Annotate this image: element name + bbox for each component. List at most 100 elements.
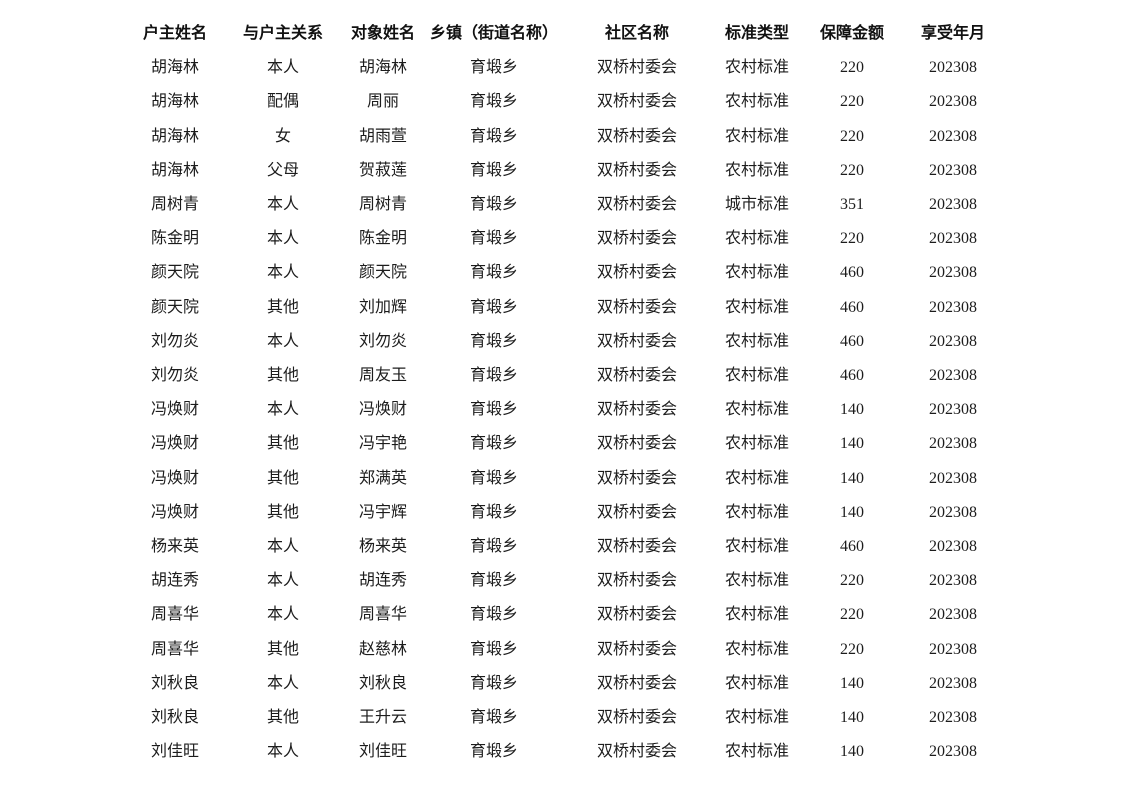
table-row: 冯焕财 其他 郑满英 育塅乡 双桥村委会 农村标准 140 202308 [120,462,1000,496]
cell-township-street-name: 育塅乡 [470,298,519,316]
cell-subject-name: 胡连秀 [358,572,407,590]
cell-benefit-month: 202308 [929,127,978,145]
cell-relation-to-head: 本人 [266,401,299,419]
cell-community-name: 双桥村委会 [597,298,678,316]
cell-township-street-name: 育塅乡 [470,196,519,214]
cell-benefit-amount: 460 [840,538,865,556]
cell-standard-type: 农村标准 [725,640,790,658]
cell-community-name: 双桥村委会 [597,606,678,624]
cell-household-head-name: 颜天院 [150,298,199,316]
cell-community-name: 双桥村委会 [597,59,678,77]
cell-benefit-month: 202308 [929,469,978,487]
cell-benefit-month: 202308 [929,709,978,727]
cell-benefit-month: 202308 [929,230,978,248]
cell-community-name: 双桥村委会 [597,640,678,658]
cell-standard-type: 农村标准 [725,93,790,111]
cell-relation-to-head: 父母 [266,161,299,179]
cell-benefit-month: 202308 [929,503,978,521]
cell-benefit-amount: 220 [840,230,865,248]
cell-standard-type: 农村标准 [725,435,790,453]
cell-community-name: 双桥村委会 [597,230,678,248]
table-row: 冯焕财 其他 冯宇艳 育塅乡 双桥村委会 农村标准 140 202308 [120,427,1000,461]
cell-community-name: 双桥村委会 [597,264,678,282]
cell-standard-type: 农村标准 [725,59,790,77]
cell-relation-to-head: 本人 [266,196,299,214]
cell-benefit-month: 202308 [929,298,978,316]
table-row: 冯焕财 本人 冯焕财 育塅乡 双桥村委会 农村标准 140 202308 [120,393,1000,427]
cell-benefit-month: 202308 [929,161,978,179]
cell-household-head-name: 杨来英 [150,538,199,556]
cell-benefit-amount: 140 [840,469,865,487]
cell-benefit-amount: 140 [840,401,865,419]
cell-subject-name: 颜天院 [358,264,407,282]
cell-standard-type: 农村标准 [725,367,790,385]
cell-household-head-name: 刘勿炎 [150,332,199,350]
cell-relation-to-head: 本人 [266,743,299,761]
cell-subject-name: 贺菽莲 [358,161,407,179]
cell-township-street-name: 育塅乡 [470,401,519,419]
cell-household-head-name: 周喜华 [150,640,199,658]
table-row: 颜天院 本人 颜天院 育塅乡 双桥村委会 农村标准 460 202308 [120,256,1000,290]
cell-community-name: 双桥村委会 [597,332,678,350]
cell-township-street-name: 育塅乡 [470,538,519,556]
cell-relation-to-head: 其他 [266,640,299,658]
cell-benefit-amount: 460 [840,367,865,385]
cell-township-street-name: 育塅乡 [470,435,519,453]
table-row: 胡海林 配偶 周丽 育塅乡 双桥村委会 农村标准 220 202308 [120,85,1000,119]
cell-benefit-month: 202308 [929,640,978,658]
cell-benefit-amount: 220 [840,93,865,111]
cell-household-head-name: 胡海林 [150,127,199,145]
cell-township-street-name: 育塅乡 [470,572,519,590]
cell-relation-to-head: 其他 [266,709,299,727]
table-row: 胡海林 女 胡雨萱 育塅乡 双桥村委会 农村标准 220 202308 [120,120,1000,154]
table-body: 胡海林 本人 胡海林 育塅乡 双桥村委会 农村标准 220 202308 胡海林 配偶 周丽 育塅乡双… [120,51,1000,769]
cell-benefit-amount: 220 [840,161,865,179]
cell-subject-name: 陈金明 [358,230,407,248]
cell-standard-type: 农村标准 [725,503,790,521]
cell-benefit-amount: 140 [840,709,865,727]
cell-benefit-month: 202308 [929,264,978,282]
cell-standard-type: 农村标准 [725,298,790,316]
cell-household-head-name: 刘勿炎 [150,367,199,385]
cell-household-head-name: 胡海林 [150,59,199,77]
cell-benefit-month: 202308 [929,606,978,624]
cell-subject-name: 刘勿炎 [358,332,407,350]
cell-subject-name: 刘佳旺 [358,743,407,761]
cell-township-street-name: 育塅乡 [470,332,519,350]
table-row: 刘秋良 本人 刘秋良 育塅乡 双桥村委会 农村标准 140 202308 [120,667,1000,701]
cell-household-head-name: 冯焕财 [150,401,199,419]
cell-relation-to-head: 本人 [266,332,299,350]
cell-subject-name: 冯宇辉 [358,503,407,521]
cell-township-street-name: 育塅乡 [470,709,519,727]
cell-subject-name: 冯焕财 [358,401,407,419]
cell-standard-type: 农村标准 [725,230,790,248]
cell-subject-name: 周树青 [358,196,407,214]
cell-township-street-name: 育塅乡 [470,367,519,385]
cell-community-name: 双桥村委会 [597,435,678,453]
cell-township-street-name: 育塅乡 [470,743,519,761]
table-row: 周喜华 其他 赵慈林 育塅乡 双桥村委会 农村标准 220 202308 [120,633,1000,667]
cell-township-street-name: 育塅乡 [470,503,519,521]
cell-benefit-month: 202308 [929,743,978,761]
cell-township-street-name: 育塅乡 [470,230,519,248]
cell-standard-type: 农村标准 [725,161,790,179]
cell-standard-type: 农村标准 [725,264,790,282]
benefit-table: 户主姓名 与户主关系 对象姓名 乡镇（街道名称） 社区名称 标准类型 保障金额 享受年月 胡海… [120,17,1000,769]
table-row: 刘勿炎 本人 刘勿炎 育塅乡 双桥村委会 农村标准 460 202308 [120,325,1000,359]
cell-community-name: 双桥村委会 [597,196,678,214]
cell-benefit-month: 202308 [929,367,978,385]
cell-relation-to-head: 本人 [266,606,299,624]
cell-standard-type: 城市标准 [725,196,790,214]
cell-township-street-name: 育塅乡 [470,59,519,77]
cell-relation-to-head: 其他 [266,469,299,487]
cell-subject-name: 赵慈林 [358,640,407,658]
cell-benefit-amount: 220 [840,59,865,77]
table-row: 颜天院 其他 刘加辉 育塅乡 双桥村委会 农村标准 460 202308 [120,291,1000,325]
cell-community-name: 双桥村委会 [597,401,678,419]
cell-benefit-amount: 140 [840,743,865,761]
cell-standard-type: 农村标准 [725,743,790,761]
cell-subject-name: 杨来英 [358,538,407,556]
cell-household-head-name: 颜天院 [150,264,199,282]
cell-household-head-name: 刘秋良 [150,709,199,727]
cell-subject-name: 胡海林 [358,59,407,77]
